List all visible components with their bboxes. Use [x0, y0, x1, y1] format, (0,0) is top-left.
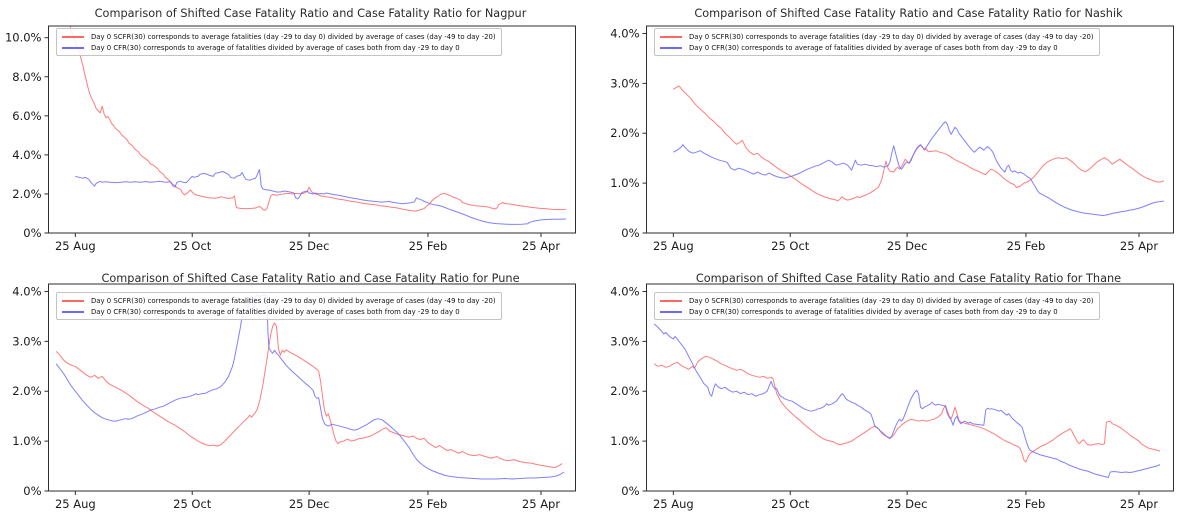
scfr-line-swatch — [62, 299, 84, 302]
chart-canvas-nagpur: 25 Aug 25 Oct 25 Dec 25 Feb 25 Apr 0% 2.0% 4.0%… — [5, 25, 576, 253]
scfr-line-swatch — [660, 299, 682, 302]
svg-text:25 Dec: 25 Dec — [289, 497, 330, 511]
svg-text:4.0%: 4.0% — [12, 284, 41, 298]
cfr-line-swatch — [62, 310, 84, 313]
svg-text:6.0%: 6.0% — [12, 109, 41, 123]
legend-row-scfr: Day 0 SCFR(30) corresponds to average fa… — [62, 295, 496, 306]
svg-text:3.0%: 3.0% — [610, 76, 639, 90]
scfr-legend-label: Day 0 SCFR(30) corresponds to average fa… — [689, 32, 1094, 41]
cfr-legend-label: Day 0 CFR(30) corresponds to average of … — [689, 43, 1058, 52]
svg-text:25 Feb: 25 Feb — [409, 239, 448, 253]
svg-text:3.0%: 3.0% — [12, 334, 41, 348]
svg-text:25 Feb: 25 Feb — [1007, 239, 1046, 253]
svg-text:10.0%: 10.0% — [5, 31, 42, 45]
chart-canvas-thane: 25 Aug 25 Oct 25 Dec 25 Feb 25 Apr 0% 1.0% 2.0%… — [610, 283, 1174, 511]
scfr-legend-label: Day 0 SCFR(30) corresponds to average fa… — [91, 296, 496, 305]
legend-row-scfr: Day 0 SCFR(30) corresponds to average fa… — [660, 31, 1094, 42]
chart-legend-pune: Day 0 SCFR(30) corresponds to average fa… — [56, 292, 502, 320]
chart-panel-pune: 25 Aug 25 Oct 25 Dec 25 Feb 25 Apr 0% 1.0% 2.0%… — [0, 258, 598, 516]
svg-text:2.0%: 2.0% — [610, 126, 639, 140]
svg-text:3.0%: 3.0% — [610, 334, 639, 348]
svg-text:25 Oct: 25 Oct — [173, 497, 212, 511]
svg-text:1.0%: 1.0% — [610, 176, 639, 190]
svg-text:1.0%: 1.0% — [12, 434, 41, 448]
scfr-legend-label: Day 0 SCFR(30) corresponds to average fa… — [91, 32, 496, 41]
svg-text:25 Aug: 25 Aug — [653, 497, 694, 511]
chart-panel-nashik: 25 Aug 25 Oct 25 Dec 25 Feb 25 Apr 0% 1.0% 2.0%… — [598, 0, 1196, 258]
scfr-line-swatch — [660, 35, 682, 38]
svg-text:2.0%: 2.0% — [610, 384, 639, 398]
svg-text:2.0%: 2.0% — [12, 384, 41, 398]
chart-title-nashik: Comparison of Shifted Case Fatality Rati… — [694, 7, 1123, 20]
svg-text:25 Apr: 25 Apr — [1120, 497, 1158, 511]
scfr-line-swatch — [62, 35, 84, 38]
svg-text:25 Feb: 25 Feb — [1007, 497, 1046, 511]
svg-text:0%: 0% — [23, 226, 41, 240]
legend-row-cfr: Day 0 CFR(30) corresponds to average of … — [660, 306, 1094, 317]
svg-text:25 Dec: 25 Dec — [289, 239, 330, 253]
cfr-legend-label: Day 0 CFR(30) corresponds to average of … — [91, 307, 460, 316]
chart-title-nagpur: Comparison of Shifted Case Fatality Rati… — [94, 7, 527, 20]
chart-legend-nashik: Day 0 SCFR(30) corresponds to average fa… — [654, 28, 1100, 56]
svg-text:25 Oct: 25 Oct — [771, 497, 810, 511]
svg-text:2.0%: 2.0% — [12, 187, 41, 201]
legend-row-cfr: Day 0 CFR(30) corresponds to average of … — [62, 306, 496, 317]
chart-legend-thane: Day 0 SCFR(30) corresponds to average fa… — [654, 292, 1100, 320]
chart-title-thane: Comparison of Shifted Case Fatality Rati… — [695, 272, 1122, 285]
svg-text:25 Apr: 25 Apr — [522, 497, 560, 511]
svg-text:0%: 0% — [621, 484, 639, 498]
svg-text:8.0%: 8.0% — [12, 70, 41, 84]
svg-text:25 Aug: 25 Aug — [653, 239, 694, 253]
svg-text:25 Oct: 25 Oct — [173, 239, 212, 253]
svg-text:25 Apr: 25 Apr — [1120, 239, 1158, 253]
svg-text:4.0%: 4.0% — [610, 26, 639, 40]
svg-text:4.0%: 4.0% — [610, 284, 639, 298]
chart-canvas-pune: 25 Aug 25 Oct 25 Dec 25 Feb 25 Apr 0% 1.0% 2.0%… — [12, 283, 576, 511]
cfr-legend-label: Day 0 CFR(30) corresponds to average of … — [91, 43, 460, 52]
cfr-line-swatch — [660, 46, 682, 49]
cfr-line-swatch — [660, 310, 682, 313]
chart-legend-nagpur: Day 0 SCFR(30) corresponds to average fa… — [56, 28, 502, 56]
legend-row-cfr: Day 0 CFR(30) corresponds to average of … — [660, 42, 1094, 53]
legend-row-scfr: Day 0 SCFR(30) corresponds to average fa… — [62, 31, 496, 42]
svg-text:25 Apr: 25 Apr — [522, 239, 560, 253]
svg-text:25 Oct: 25 Oct — [771, 239, 810, 253]
legend-row-cfr: Day 0 CFR(30) corresponds to average of … — [62, 42, 496, 53]
svg-text:25 Dec: 25 Dec — [887, 497, 928, 511]
svg-text:25 Aug: 25 Aug — [55, 239, 96, 253]
chart-title-pune: Comparison of Shifted Case Fatality Rati… — [101, 272, 520, 285]
svg-text:25 Feb: 25 Feb — [409, 497, 448, 511]
chart-panel-nagpur: 25 Aug 25 Oct 25 Dec 25 Feb 25 Apr 0% 2.0% 4.0%… — [0, 0, 598, 258]
legend-row-scfr: Day 0 SCFR(30) corresponds to average fa… — [660, 295, 1094, 306]
svg-text:25 Aug: 25 Aug — [55, 497, 96, 511]
scfr-legend-label: Day 0 SCFR(30) corresponds to average fa… — [689, 296, 1094, 305]
cfr-line-swatch — [62, 46, 84, 49]
svg-text:0%: 0% — [621, 226, 639, 240]
svg-text:25 Dec: 25 Dec — [887, 239, 928, 253]
chart-panel-thane: 25 Aug 25 Oct 25 Dec 25 Feb 25 Apr 0% 1.0% 2.0%… — [598, 258, 1196, 516]
cfr-legend-label: Day 0 CFR(30) corresponds to average of … — [689, 307, 1058, 316]
svg-text:1.0%: 1.0% — [610, 434, 639, 448]
svg-text:4.0%: 4.0% — [12, 148, 41, 162]
chart-canvas-nashik: 25 Aug 25 Oct 25 Dec 25 Feb 25 Apr 0% 1.0% 2.0%… — [610, 25, 1174, 253]
svg-text:0%: 0% — [23, 484, 41, 498]
